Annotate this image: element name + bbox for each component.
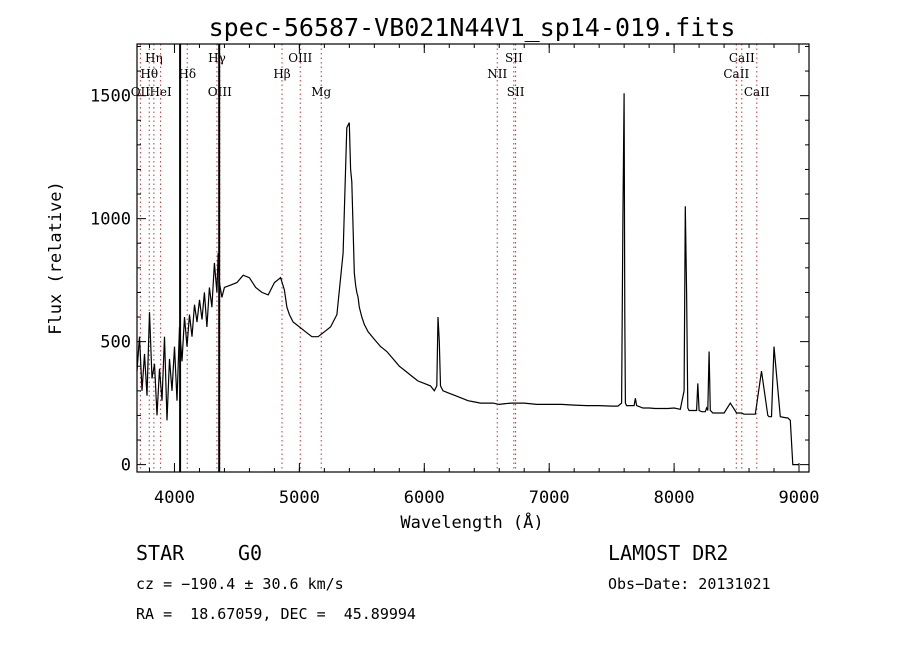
y-axis-label: Flux (relative) (46, 181, 66, 335)
line-label: Hδ (178, 67, 196, 81)
line-label: NII (487, 67, 507, 81)
y-tick-label: 0 (121, 456, 131, 476)
line-label: CaII (723, 67, 749, 81)
chart-title: spec-56587-VB021N44V1_sp14-019.fits (209, 13, 736, 42)
x-axis-label: Wavelength (Å) (400, 511, 543, 533)
axis-ticks: 4000 5000 6000 7000 8000 9000 0 500 1000 1500 (90, 44, 819, 508)
line-label: Hθ (140, 67, 158, 81)
obs-date: Obs−Date: 20131021 (608, 575, 771, 593)
object-class: STAR (136, 541, 185, 565)
x-tick-label: 4000 (154, 488, 195, 508)
line-label: OIII (288, 51, 312, 65)
line-label: Hβ (273, 67, 290, 81)
line-label: SII (505, 51, 523, 65)
x-tick-label: 6000 (404, 488, 445, 508)
x-tick-label: 7000 (529, 488, 570, 508)
y-tick-label: 500 (100, 333, 131, 353)
coordinates: RA = 18.67059, DEC = 45.89994 (136, 605, 416, 623)
y-tick-label: 1000 (90, 210, 131, 230)
object-subclass: G0 (238, 541, 263, 565)
line-label: SII (507, 85, 525, 99)
line-label: CaII (744, 85, 770, 99)
redshift-info: cz = −190.4 ± 30.6 km/s (136, 575, 344, 593)
line-markers (139, 44, 758, 472)
plot-frame (136, 43, 810, 473)
x-tick-label: 5000 (279, 488, 320, 508)
survey-name: LAMOST DR2 (608, 541, 729, 565)
spectrum-line (136, 93, 799, 466)
line-label: Hη (145, 51, 163, 65)
line-label: Mg (311, 85, 331, 99)
x-tick-label: 8000 (654, 488, 695, 508)
line-label: HeI (149, 85, 172, 99)
y-tick-label: 1500 (90, 87, 131, 107)
line-label: Hγ (208, 51, 226, 65)
line-label: CaII (729, 51, 755, 65)
x-tick-label: 9000 (779, 488, 820, 508)
line-label: OII (131, 85, 151, 99)
line-label: OIII (208, 85, 232, 99)
